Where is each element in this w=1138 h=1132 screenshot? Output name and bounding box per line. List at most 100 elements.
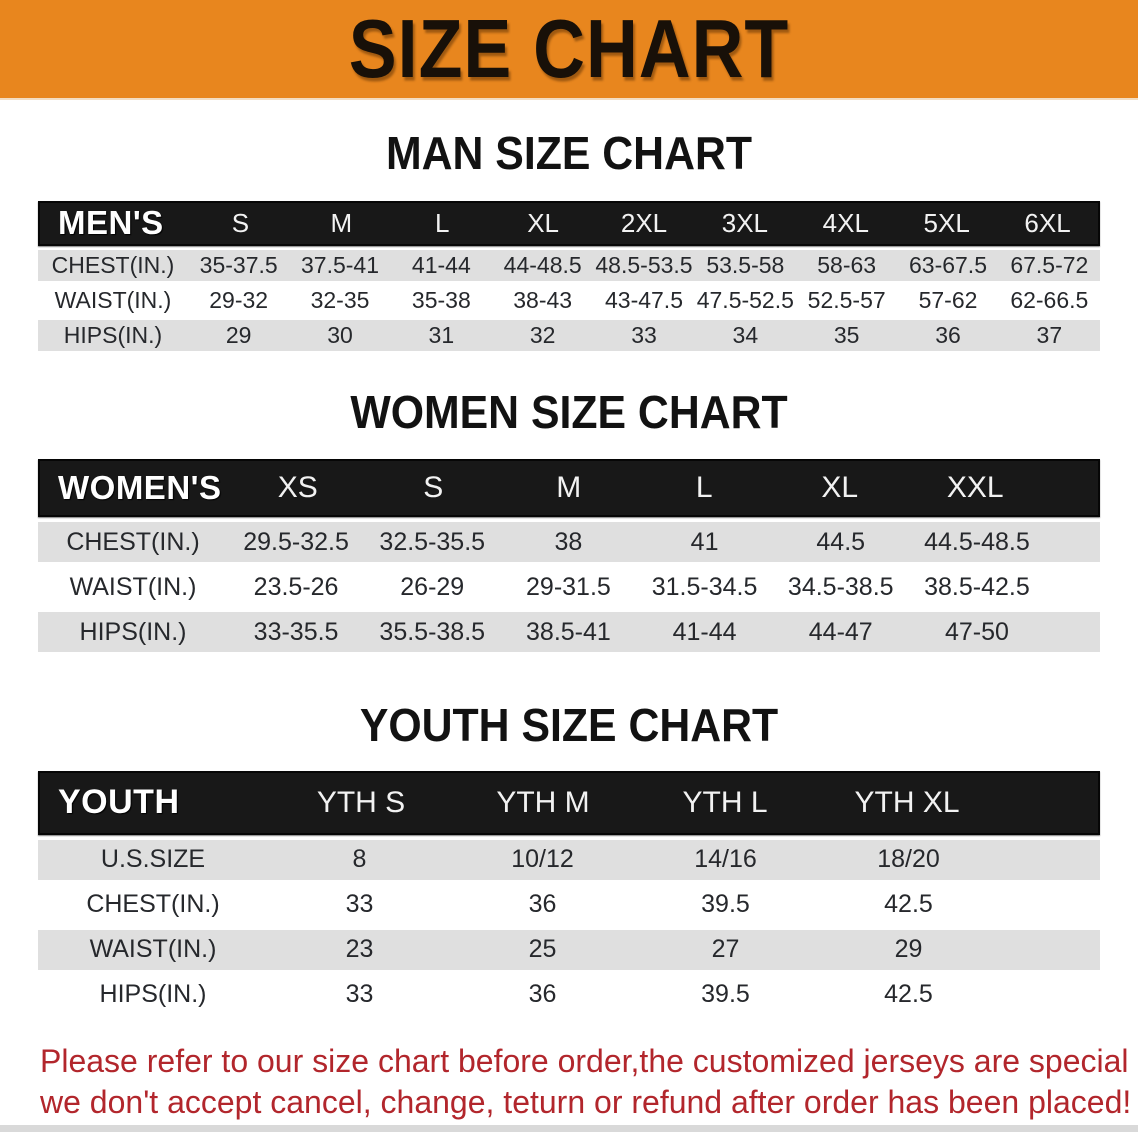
table-row: HIPS(IN.) 33 36 39.5 42.5 [38, 974, 1100, 1015]
size-column-header: YTH L [682, 785, 768, 819]
size-value-cell: 33 [345, 890, 374, 919]
size-value-cell: 36 [528, 980, 557, 1009]
man-size-chart-heading: MAN SIZE CHART [385, 127, 752, 179]
size-value-cell: 37.5-41 [300, 251, 379, 278]
size-value-cell: 41-44 [411, 251, 471, 278]
banner-title: SIZE CHART [348, 1, 790, 95]
size-value-cell: 33 [345, 980, 374, 1009]
size-column-header: 5XL [923, 207, 970, 238]
size-value-cell: 39.5 [701, 890, 750, 919]
size-value-cell: 32 [529, 321, 556, 348]
size-value-cell: 29 [894, 935, 923, 964]
size-value-cell: 18/20 [877, 845, 940, 874]
size-value-cell: 34 [732, 321, 759, 348]
size-column-header: 4XL [822, 207, 869, 238]
table-row: CHEST(IN.) 29.5-32.5 32.5-35.5 38 41 44.5 44.5… [38, 522, 1100, 563]
size-column-header: M [330, 207, 353, 238]
size-value-cell: 41-44 [672, 617, 737, 646]
women-size-table: WOMEN'S XS S M L XL XXL CHEST(IN.) 29.5-32.5 32.5… [38, 459, 1100, 653]
table-row: HIPS(IN.) 29 30 31 32 33 34 35 36 37 [38, 319, 1100, 351]
size-value-cell: 23 [345, 935, 374, 964]
size-value-cell: 53.5-58 [706, 251, 785, 278]
size-value-cell: 52.5-57 [807, 286, 886, 313]
size-value-cell: 26-29 [400, 572, 465, 601]
size-column-header: L [434, 207, 450, 238]
row-label: WAIST(IN.) [69, 572, 197, 601]
size-value-cell: 41 [690, 527, 719, 556]
row-label: U.S.SIZE [100, 845, 206, 874]
table-header-row: WOMEN'S XS S M L XL XXL [38, 459, 1100, 518]
size-value-cell: 8 [352, 845, 367, 874]
size-column-header: YTH M [496, 785, 590, 819]
size-value-cell: 44.5 [816, 527, 866, 556]
size-value-cell: 35-38 [411, 286, 471, 313]
table-row: CHEST(IN.) 33 36 39.5 42.5 [38, 884, 1100, 925]
size-column-header: YTH S [316, 785, 406, 819]
table-corner-label: MEN'S [58, 204, 164, 242]
size-value-cell: 33-35.5 [253, 617, 339, 646]
size-column-header: XL [821, 471, 859, 505]
size-value-cell: 29-31.5 [526, 572, 611, 601]
table-row: WAIST(IN.) 23.5-26 26-29 29-31.5 31.5-34.5 34… [38, 567, 1100, 608]
order-policy-note-line1: Please refer to our size chart before or… [40, 1042, 1138, 1079]
table-row: WAIST(IN.) 23 25 27 29 [38, 929, 1100, 970]
youth-size-table: YOUTH YTH S YTH M YTH L YTH XL U.S.SIZE 8 10/12… [38, 770, 1100, 1015]
size-value-cell: 43-47.5 [604, 286, 683, 313]
size-value-cell: 48.5-53.5 [595, 251, 693, 278]
size-column-header: L [695, 471, 713, 505]
size-value-cell: 10/12 [511, 845, 574, 874]
size-column-header: XL [527, 207, 559, 238]
size-value-cell: 63-67.5 [908, 251, 987, 278]
size-value-cell: 44-47 [808, 617, 873, 646]
table-corner-label: WOMEN'S [58, 469, 222, 507]
order-policy-note: Please refer to our size chart before or… [40, 1041, 1138, 1124]
row-label: HIPS(IN.) [79, 617, 187, 646]
size-value-cell: 36 [935, 321, 961, 348]
row-label: HIPS(IN.) [99, 980, 207, 1009]
row-label: CHEST(IN.) [86, 890, 220, 919]
women-size-chart-heading: WOMEN SIZE CHART [350, 385, 788, 438]
size-value-cell: 29.5-32.5 [243, 527, 349, 556]
size-value-cell: 27 [711, 935, 740, 964]
size-column-header: XS [277, 471, 318, 505]
youth-size-chart-heading: YOUTH SIZE CHART [359, 699, 779, 752]
size-value-cell: 23.5-26 [253, 572, 339, 601]
size-column-header: 6XL [1024, 207, 1071, 238]
row-label: HIPS(IN.) [63, 321, 163, 348]
size-value-cell: 29-32 [209, 286, 269, 313]
size-value-cell: 67.5-72 [1010, 251, 1089, 278]
size-value-cell: 29 [225, 321, 252, 348]
table-header-row: MEN'S S M L XL 2XL 3XL 4XL 5XL 6XL [38, 200, 1100, 246]
table-row: CHEST(IN.) 35-37.5 37.5-41 41-44 44-48.5 48.5… [38, 249, 1100, 281]
size-value-cell: 62-66.5 [1010, 286, 1089, 313]
table-row: WAIST(IN.) 29-32 32-35 35-38 38-43 43-47.5 47.… [38, 284, 1100, 316]
size-value-cell: 32.5-35.5 [379, 527, 486, 556]
size-value-cell: 38-43 [513, 286, 573, 313]
size-value-cell: 14/16 [694, 845, 757, 874]
size-value-cell: 36 [528, 890, 557, 919]
size-value-cell: 25 [528, 935, 557, 964]
row-label: WAIST(IN.) [89, 935, 217, 964]
row-label: CHEST(IN.) [51, 251, 175, 278]
size-value-cell: 32-35 [310, 286, 370, 313]
size-column-header: M [556, 471, 582, 505]
size-column-header: YTH XL [854, 785, 960, 819]
size-value-cell: 35 [833, 321, 860, 348]
size-value-cell: 37 [1036, 321, 1063, 348]
size-column-header: 3XL [721, 207, 769, 238]
men-size-table: MEN'S S M L XL 2XL 3XL 4XL 5XL 6XL CHEST(IN.) 35-37… [38, 200, 1100, 351]
size-value-cell: 47.5-52.5 [696, 286, 794, 313]
size-chart-banner: SIZE CHART [0, 0, 1138, 100]
row-label: CHEST(IN.) [66, 527, 200, 556]
order-policy-note-line2: we don't accept cancel, change, teturn o… [40, 1084, 1132, 1121]
size-value-cell: 39.5 [701, 980, 750, 1009]
size-value-cell: 38.5-42.5 [924, 572, 1030, 601]
table-corner-label: YOUTH [58, 783, 180, 822]
size-value-cell: 42.5 [884, 890, 933, 919]
size-value-cell: 44-48.5 [503, 251, 582, 278]
table-header-row: YOUTH YTH S YTH M YTH L YTH XL [38, 770, 1100, 835]
size-value-cell: 38.5-41 [526, 617, 611, 646]
size-value-cell: 33 [631, 321, 657, 348]
bottom-edge-strip [0, 1125, 1138, 1132]
size-column-header: 2XL [620, 207, 668, 238]
